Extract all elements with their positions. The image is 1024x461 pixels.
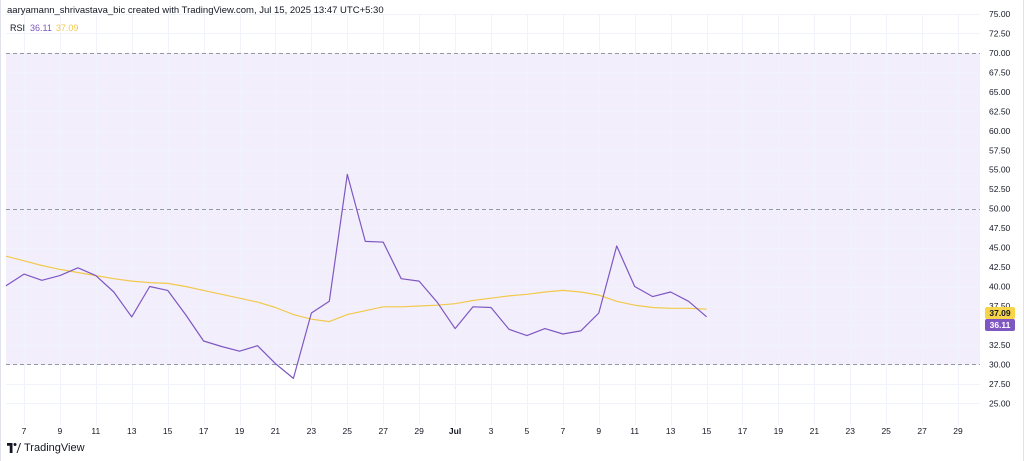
y-tick-label: 37.50 <box>989 301 1011 311</box>
x-tick-label: 19 <box>235 426 245 436</box>
x-tick-label: 11 <box>91 426 100 436</box>
x-tick-label: Jul <box>449 426 461 436</box>
y-tick-label: 52.50 <box>989 184 1011 194</box>
x-tick-label: 7 <box>560 426 565 436</box>
y-tick-label: 40.00 <box>989 282 1011 292</box>
y-tick-label: 75.00 <box>989 9 1011 19</box>
indicator-name: RSI <box>10 23 26 33</box>
x-tick-label: 27 <box>378 426 388 436</box>
ma-line <box>5 255 707 323</box>
rsi-line <box>5 173 707 379</box>
rsi-price-badge-label: 36.11 <box>990 320 1011 330</box>
y-tick-label: 50.00 <box>989 204 1011 214</box>
y-tick-label: 72.50 <box>989 28 1011 38</box>
price-badges: 37.09 36.11 <box>985 307 1015 331</box>
x-tick-label: 7 <box>22 426 27 436</box>
x-tick-label: 19 <box>774 426 784 436</box>
y-tick-label: 30.00 <box>989 359 1011 369</box>
ma-value: 37.09 <box>55 23 79 33</box>
y-tick-label: 32.50 <box>989 340 1011 350</box>
tradingview-logo-icon <box>7 443 21 453</box>
x-tick-label: 11 <box>630 426 639 436</box>
y-tick-label: 27.50 <box>989 379 1011 389</box>
x-tick-label: 23 <box>846 426 856 436</box>
x-tick-label: 25 <box>343 426 353 436</box>
attribution-text: aaryamann_shrivastava_bic created with T… <box>7 5 384 16</box>
indicator-legend[interactable]: RSI 36.11 37.09 <box>10 23 78 33</box>
x-tick-label: 25 <box>881 426 891 436</box>
rsi-price-badge <box>985 319 1015 331</box>
x-tick-label: 21 <box>810 426 820 436</box>
y-tick-label: 67.50 <box>989 67 1011 77</box>
x-tick-label: 5 <box>525 426 530 436</box>
y-axis[interactable]: 75.00 72.50 70.00 67.50 65.00 62.50 60.00 57.50… <box>989 9 1011 408</box>
x-tick-label: 29 <box>414 426 424 436</box>
y-tick-label: 55.00 <box>989 165 1011 175</box>
tradingview-brand[interactable]: TradingView <box>7 442 85 454</box>
rsi-value: 36.11 <box>30 23 52 33</box>
rsi-band-fill <box>6 52 980 365</box>
x-tick-label: 9 <box>58 426 63 436</box>
x-tick-label: 15 <box>702 426 712 436</box>
rsi-band <box>6 52 980 365</box>
y-tick-label: 65.00 <box>989 87 1011 97</box>
y-tick-label: 62.50 <box>989 106 1011 116</box>
y-tick-label: 25.00 <box>989 398 1011 408</box>
x-tick-label: 21 <box>271 426 281 436</box>
y-tick-label: 42.50 <box>989 262 1011 272</box>
y-tick-label: 70.00 <box>989 48 1011 58</box>
x-tick-label: 17 <box>738 426 748 436</box>
y-tick-label: 47.50 <box>989 223 1011 233</box>
x-tick-label: 29 <box>953 426 963 436</box>
x-tick-label: 3 <box>489 426 494 436</box>
x-tick-label: 13 <box>666 426 676 436</box>
x-tick-label: 13 <box>127 426 137 436</box>
y-tick-label: 45.00 <box>989 243 1011 253</box>
ma-price-badge-label: 37.09 <box>989 308 1011 318</box>
x-axis[interactable]: 7 9 11 13 15 17 19 21 23 25 27 29 Jul 3 5 7 9 11 13 15 17 19 2… <box>22 426 963 436</box>
x-tick-label: 15 <box>163 426 173 436</box>
y-tick-label: 60.00 <box>989 126 1011 136</box>
ma-price-badge <box>985 307 1015 319</box>
x-tick-label: 17 <box>199 426 209 436</box>
series <box>5 173 707 379</box>
x-tick-label: 23 <box>307 426 317 436</box>
x-tick-label: 27 <box>917 426 927 436</box>
x-tick-label: 9 <box>596 426 601 436</box>
level-lines <box>6 53 980 365</box>
y-tick-label: 57.50 <box>989 145 1011 155</box>
brand-name: TradingView <box>24 442 85 454</box>
